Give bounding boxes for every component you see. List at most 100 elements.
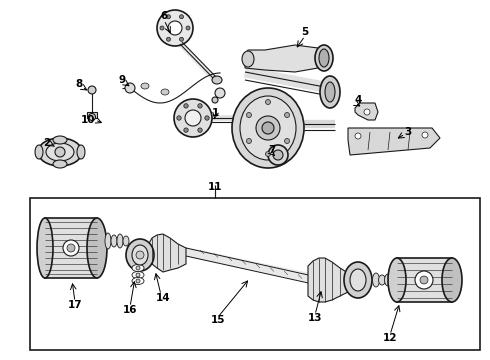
Circle shape: [246, 112, 251, 117]
Text: 9: 9: [119, 75, 125, 85]
Circle shape: [246, 139, 251, 144]
Text: 16: 16: [123, 305, 137, 315]
Circle shape: [212, 97, 218, 103]
Ellipse shape: [390, 276, 396, 284]
Polygon shape: [245, 45, 325, 72]
Text: 6: 6: [160, 11, 168, 21]
Text: 8: 8: [75, 79, 83, 89]
Ellipse shape: [325, 82, 335, 102]
Text: 5: 5: [301, 27, 309, 37]
Circle shape: [262, 122, 274, 134]
Circle shape: [88, 86, 96, 94]
Circle shape: [136, 279, 140, 283]
Circle shape: [215, 88, 225, 98]
Circle shape: [179, 37, 183, 41]
Circle shape: [415, 271, 433, 289]
Circle shape: [179, 15, 183, 19]
Ellipse shape: [132, 278, 144, 284]
Circle shape: [205, 116, 209, 120]
Ellipse shape: [161, 89, 169, 95]
Text: 1: 1: [211, 108, 219, 118]
Ellipse shape: [38, 138, 82, 166]
Ellipse shape: [132, 265, 144, 271]
Circle shape: [136, 266, 140, 270]
Circle shape: [168, 21, 182, 35]
Text: 10: 10: [81, 115, 95, 125]
Text: 13: 13: [308, 313, 322, 323]
Ellipse shape: [53, 160, 67, 168]
Ellipse shape: [53, 136, 67, 144]
Circle shape: [355, 133, 361, 139]
Circle shape: [266, 99, 270, 104]
Text: 4: 4: [354, 95, 362, 105]
Polygon shape: [355, 103, 378, 120]
Circle shape: [285, 112, 290, 117]
Circle shape: [273, 150, 283, 160]
Circle shape: [167, 15, 171, 19]
Bar: [87, 112, 97, 118]
Polygon shape: [148, 234, 186, 272]
Ellipse shape: [388, 258, 406, 302]
Circle shape: [186, 26, 190, 30]
Ellipse shape: [319, 49, 329, 67]
Circle shape: [256, 116, 280, 140]
Ellipse shape: [232, 88, 304, 168]
Circle shape: [89, 113, 96, 121]
Circle shape: [63, 240, 79, 256]
Ellipse shape: [242, 51, 254, 67]
Ellipse shape: [123, 236, 129, 246]
Text: 12: 12: [383, 333, 397, 343]
Bar: [397, 258, 452, 302]
Text: 17: 17: [68, 300, 82, 310]
Ellipse shape: [240, 96, 296, 160]
Circle shape: [364, 109, 370, 115]
Circle shape: [198, 128, 202, 132]
Ellipse shape: [344, 262, 372, 298]
Text: 7: 7: [269, 145, 276, 155]
Circle shape: [55, 147, 65, 157]
Text: 3: 3: [404, 127, 412, 137]
Circle shape: [422, 132, 428, 138]
Ellipse shape: [111, 235, 117, 247]
Bar: [45, 218, 97, 278]
Circle shape: [136, 251, 144, 259]
Circle shape: [185, 110, 201, 126]
Circle shape: [420, 276, 428, 284]
Circle shape: [184, 104, 188, 108]
Ellipse shape: [132, 245, 148, 265]
Ellipse shape: [141, 83, 149, 89]
Circle shape: [184, 128, 188, 132]
Ellipse shape: [378, 275, 386, 285]
Ellipse shape: [46, 143, 74, 161]
Ellipse shape: [77, 145, 85, 159]
Ellipse shape: [105, 233, 111, 249]
Text: 15: 15: [211, 315, 225, 325]
Circle shape: [67, 244, 75, 252]
Circle shape: [198, 104, 202, 108]
Circle shape: [268, 145, 288, 165]
Ellipse shape: [385, 274, 392, 286]
Circle shape: [285, 139, 290, 144]
Ellipse shape: [157, 10, 193, 46]
Ellipse shape: [174, 99, 212, 137]
Ellipse shape: [212, 76, 222, 84]
Ellipse shape: [37, 218, 53, 278]
Polygon shape: [348, 128, 440, 155]
Circle shape: [167, 37, 171, 41]
Ellipse shape: [132, 271, 144, 279]
Circle shape: [266, 152, 270, 157]
Ellipse shape: [126, 239, 154, 271]
Text: 14: 14: [156, 293, 171, 303]
Ellipse shape: [442, 258, 462, 302]
Ellipse shape: [117, 234, 123, 248]
Ellipse shape: [350, 269, 366, 291]
Circle shape: [125, 83, 135, 93]
Text: 11: 11: [208, 182, 222, 192]
Ellipse shape: [320, 76, 340, 108]
Ellipse shape: [35, 145, 43, 159]
Ellipse shape: [87, 218, 107, 278]
Ellipse shape: [315, 45, 333, 71]
Circle shape: [177, 116, 181, 120]
Polygon shape: [308, 258, 348, 302]
Circle shape: [160, 26, 164, 30]
